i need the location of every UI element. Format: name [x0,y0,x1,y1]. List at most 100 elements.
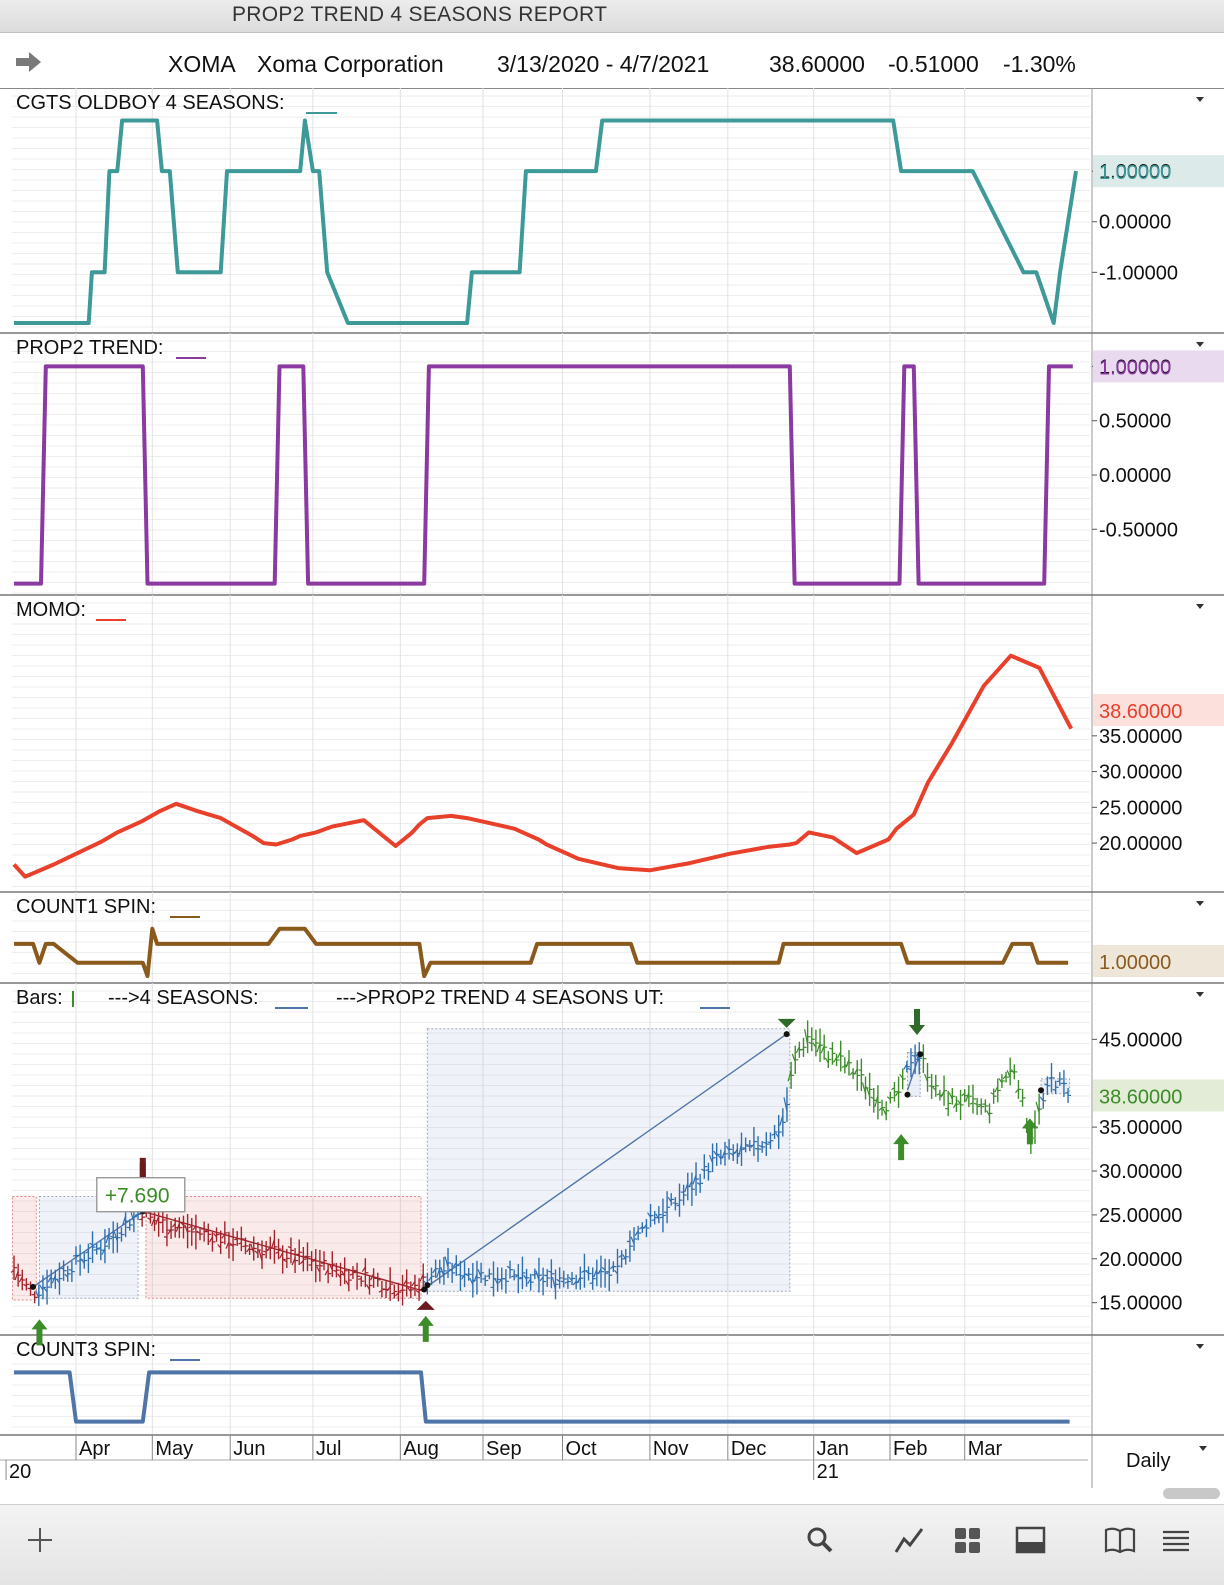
ohlc-open-tick [1057,1081,1060,1082]
chart-area[interactable]: CGTS OLDBOY 4 SEASONS: 1.00000 0.00000 -1.0… [0,88,1224,1488]
panel-3 [0,595,1224,892]
panel-2 [0,333,1224,595]
panel-4 [0,892,1224,983]
ohlc-open-tick [1053,1089,1056,1090]
quote-header: XOMA Xoma Corporation 3/13/2020 - 4/7/20… [0,33,1224,89]
panel-icon[interactable] [1015,1525,1047,1560]
ohlc-open-tick [358,1279,361,1280]
month-label: Aug [403,1438,439,1460]
y-tick-label: 25.00000 [1099,1205,1182,1227]
ohlc-open-tick [743,1148,746,1149]
ohlc-open-tick [829,1048,832,1049]
ohlc-open-tick [858,1070,861,1071]
legend-prop2-trend: --->PROP2 TREND 4 SEASONS UT: [336,987,664,1009]
y-tick-label: -1.00000 [1099,262,1178,284]
last-value-label: 1.00000 [1099,162,1171,184]
pivot-point [784,1031,790,1037]
up-arrow-icon [418,1316,434,1342]
ohlc-open-tick [561,1281,564,1282]
chevron-down-icon [1196,604,1204,609]
symbol: XOMA [168,51,236,78]
month-label: Apr [79,1438,110,1460]
month-label: Jun [233,1438,265,1460]
y-tick-label: 20.00000 [1099,1249,1182,1271]
right-arrow-icon[interactable] [14,50,44,79]
window-title-bar: PROP2 TREND 4 SEASONS REPORT [0,0,1224,33]
down-triangle-icon [778,1019,796,1028]
chart-line-icon[interactable] [893,1525,925,1560]
down-arrow-icon [909,1009,925,1035]
y-tick-label: 0.50000 [1099,411,1171,433]
last-value-label: 38.60000 [1099,1087,1182,1109]
month-label: Dec [731,1438,767,1460]
pivot-point [904,1092,910,1098]
pivot-point [424,1282,430,1288]
month-label: Sep [486,1438,522,1460]
y-tick-label: 35.00000 [1099,1117,1182,1139]
year-label: 20 [9,1461,31,1483]
chevron-down-icon [1196,1344,1204,1349]
ohlc-open-tick [400,1290,403,1291]
month-label: Feb [893,1438,927,1460]
ohlc-open-tick [705,1170,708,1171]
chevron-down-icon [1196,342,1204,347]
last-value-label: 1.00000 [1099,952,1171,974]
chevron-down-icon [1196,992,1204,997]
ohlc-open-tick [945,1108,948,1109]
ohlc-open-tick [482,1279,485,1280]
panel-title: PROP2 TREND: [16,337,163,359]
y-tick-label: 25.00000 [1099,797,1182,819]
y-tick-label: 0.00000 [1099,212,1171,234]
book-icon[interactable] [1103,1525,1137,1560]
panel-title: CGTS OLDBOY 4 SEASONS: [16,92,285,114]
company-name: Xoma Corporation [257,51,444,78]
ohlc-open-tick [73,1255,76,1256]
grid-icon[interactable] [953,1525,983,1560]
y-tick-label: 30.00000 [1099,762,1182,784]
panel-title: MOMO: [16,599,86,621]
series-line [14,656,1071,877]
y-tick-label: -0.50000 [1099,519,1178,541]
last-price: 38.60000 [769,51,865,78]
ohlc-open-tick [912,1055,915,1056]
sell-marker-icon [417,1301,435,1310]
last-value-label: 38.60000 [1099,701,1182,723]
ohlc-open-tick [98,1248,101,1249]
y-tick-label: 20.00000 [1099,833,1182,855]
timeframe-dropdown [1092,1435,1224,1488]
y-tick-label: 30.00000 [1099,1161,1182,1183]
month-label: Oct [565,1438,597,1460]
month-label: Mar [968,1438,1003,1460]
ohlc-open-tick [544,1275,547,1276]
ohlc-open-tick [755,1148,758,1149]
y-tick-label: 35.00000 [1099,726,1182,748]
ohlc-open-tick [660,1217,663,1218]
ohlc-open-tick [234,1239,237,1240]
pivot-point [917,1051,923,1057]
gain-annotation-label: +7.690 [105,1185,170,1208]
pivot-point [1038,1087,1044,1093]
legend-four-seasons: --->4 SEASONS: [108,987,259,1009]
panel-title: Bars: [16,987,63,1009]
panel-6 [0,1335,1224,1435]
ohlc-open-tick [28,1288,31,1289]
date-range: 3/13/2020 - 4/7/2021 [497,51,709,78]
y-tick-label: 15.00000 [1099,1293,1182,1315]
ohlc-open-tick [590,1283,593,1284]
search-icon[interactable] [805,1525,835,1560]
season-box [427,1029,789,1291]
pivot-point [30,1284,36,1290]
chevron-down-icon [1196,901,1204,906]
last-value-label: 1.00000 [1099,357,1171,379]
y-tick-label: 0.00000 [1099,465,1171,487]
add-icon[interactable] [25,1525,55,1560]
window-title: PROP2 TREND 4 SEASONS REPORT [232,3,607,27]
month-label: May [155,1438,193,1460]
ohlc-open-tick [309,1265,312,1266]
month-label: Nov [653,1438,689,1460]
menu-icon[interactable] [1160,1525,1192,1560]
horizontal-scrollbar[interactable] [1163,1488,1220,1499]
year-label: 21 [817,1461,839,1483]
percent-change: -1.30% [1003,51,1076,78]
price-change: -0.51000 [888,51,979,78]
